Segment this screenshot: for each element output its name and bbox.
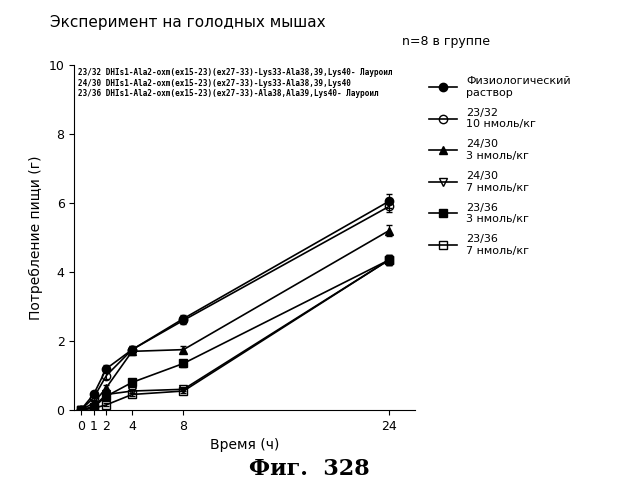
Y-axis label: Потребление пищи (г): Потребление пищи (г)	[29, 155, 43, 320]
Text: 23/32 DHIs1-Ala2-oxm(ex15-23)(ex27-33)-Lys33-Ala38,39,Lys40- Лауроил
24/30 DHIs1: 23/32 DHIs1-Ala2-oxm(ex15-23)(ex27-33)-L…	[78, 68, 392, 98]
Text: Эксперимент на голодных мышах: Эксперимент на голодных мышах	[50, 15, 325, 30]
Text: n=8 в группе: n=8 в группе	[402, 35, 490, 48]
Text: Фиг.  328: Фиг. 328	[249, 458, 370, 480]
X-axis label: Время (ч): Время (ч)	[210, 438, 279, 452]
Legend: Физиологический
раствор, 23/32
10 нмоль/кг, 24/30
3 нмоль/кг, 24/30
7 нмоль/кг, : Физиологический раствор, 23/32 10 нмоль/…	[423, 70, 576, 262]
